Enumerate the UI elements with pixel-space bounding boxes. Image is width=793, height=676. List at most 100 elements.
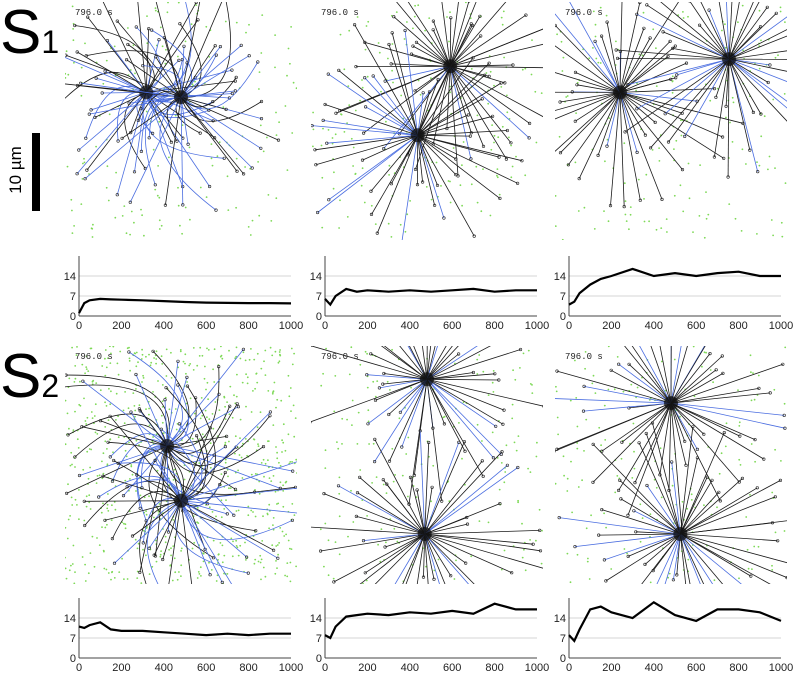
series-line (78, 297, 292, 314)
x-tick-label: 0 (76, 320, 82, 332)
panel-graphic (65, 2, 297, 238)
scale-bar-label: 10 µm (5, 146, 25, 194)
panel-s2-1: 796.0 s (65, 346, 297, 584)
panel-s1-2: 796.0 s (311, 2, 543, 240)
y-tick-label: 0 (70, 311, 76, 323)
x-tick-label: 800 (239, 320, 257, 332)
panel-s2-2: 796.0 s (311, 346, 543, 584)
x-tick-label: 1000 (279, 320, 303, 332)
chart-s2-2: 0 7 14 0 200 400 600 800 1000 (310, 594, 549, 674)
green-dots (555, 4, 787, 240)
x-tick-label: 600 (687, 662, 705, 674)
x-tick-label: 800 (729, 662, 747, 674)
y-tick-label: 7 (316, 291, 322, 303)
x-tick-label: 400 (645, 662, 663, 674)
aster (555, 346, 787, 532)
time-label: 796.0 s (75, 8, 113, 18)
x-tick-label: 200 (112, 662, 130, 674)
y-tick-label: 14 (64, 271, 76, 283)
y-tick-label: 14 (310, 613, 322, 625)
x-tick-label: 400 (401, 320, 419, 332)
x-tick-label: 0 (76, 662, 82, 674)
y-tick-label: 0 (560, 311, 566, 323)
scale-bar (32, 133, 40, 211)
row-label-s2: S2 (0, 342, 60, 411)
x-tick-label: 800 (485, 662, 503, 674)
x-tick-label: 200 (358, 320, 376, 332)
chart-s2-3: 0 7 14 0 200 400 600 800 1000 (554, 594, 793, 674)
chart-s1-1: 0 7 14 0 200 400 600 800 1000 (64, 252, 303, 332)
x-tick-label: 200 (358, 662, 376, 674)
x-tick-label: 400 (401, 662, 419, 674)
x-tick-label: 400 (155, 662, 173, 674)
y-tick-label: 7 (70, 291, 76, 303)
panel-graphic (311, 346, 543, 584)
time-label: 796.0 s (321, 8, 359, 18)
panel-graphic (555, 2, 787, 240)
x-tick-label: 800 (485, 320, 503, 332)
panel-graphic (65, 346, 297, 584)
x-tick-label: 1000 (769, 320, 793, 332)
x-tick-label: 1000 (769, 662, 793, 674)
x-tick-label: 600 (443, 662, 461, 674)
x-tick-label: 1000 (279, 662, 303, 674)
series-line (78, 621, 291, 637)
x-tick-label: 0 (566, 320, 572, 332)
x-tick-label: 400 (155, 320, 173, 332)
y-tick-label: 7 (70, 633, 76, 645)
x-tick-label: 800 (239, 662, 257, 674)
aster (311, 429, 543, 584)
chart-s2-1: 0 7 14 0 200 400 600 800 1000 (64, 594, 303, 674)
y-tick-label: 14 (554, 271, 566, 283)
aster (555, 2, 745, 209)
aster (311, 22, 524, 240)
panel-s1-3: 796.0 s (555, 2, 787, 240)
chart-graphic: 0 7 14 0 200 400 600 800 1000 (64, 256, 303, 332)
panel-s2-3: 796.0 s (555, 346, 787, 584)
x-tick-label: 0 (566, 662, 572, 674)
row-label-s1: S1 (0, 0, 60, 67)
y-tick-label: 14 (554, 613, 566, 625)
x-tick-label: 200 (602, 320, 620, 332)
chart-graphic: 0 7 14 0 200 400 600 800 1000 (554, 256, 793, 332)
y-tick-label: 7 (316, 633, 322, 645)
x-tick-label: 1000 (525, 320, 549, 332)
time-label: 796.0 s (321, 352, 359, 362)
x-tick-label: 1000 (525, 662, 549, 674)
y-tick-label: 14 (310, 271, 322, 283)
chart-graphic: 0 7 14 0 200 400 600 800 1000 (64, 598, 303, 674)
time-label: 796.0 s (565, 352, 603, 362)
series-line (324, 602, 537, 640)
green-dots (312, 2, 543, 238)
series-line (568, 600, 782, 643)
chart-graphic: 0 7 14 0 200 400 600 800 1000 (310, 598, 549, 674)
chart-graphic: 0 7 14 0 200 400 600 800 1000 (554, 598, 793, 674)
chart-graphic: 0 7 14 0 200 400 600 800 1000 (310, 256, 549, 332)
y-tick-label: 0 (316, 653, 322, 665)
aster (65, 347, 295, 574)
x-tick-label: 600 (197, 320, 215, 332)
panel-s1-1: 796.0 s (65, 2, 297, 240)
time-label: 796.0 s (565, 8, 603, 18)
x-tick-label: 600 (687, 320, 705, 332)
x-tick-label: 0 (322, 662, 328, 674)
y-tick-label: 0 (70, 653, 76, 665)
y-tick-label: 7 (560, 291, 566, 303)
x-tick-label: 600 (443, 320, 461, 332)
y-tick-label: 0 (560, 653, 566, 665)
y-tick-label: 14 (64, 613, 76, 625)
aster (614, 2, 787, 179)
aster (334, 2, 543, 178)
x-tick-label: 400 (645, 320, 663, 332)
x-tick-label: 600 (197, 662, 215, 674)
x-tick-label: 800 (729, 320, 747, 332)
y-tick-label: 7 (560, 633, 566, 645)
chart-s1-2: 0 7 14 0 200 400 600 800 1000 (310, 252, 549, 332)
chart-s1-3: 0 7 14 0 200 400 600 800 1000 (554, 252, 793, 332)
panel-graphic (311, 2, 543, 240)
series-line (324, 287, 537, 307)
aster (557, 421, 787, 584)
time-label: 796.0 s (75, 352, 113, 362)
aster (82, 384, 297, 584)
x-tick-label: 0 (322, 320, 328, 332)
